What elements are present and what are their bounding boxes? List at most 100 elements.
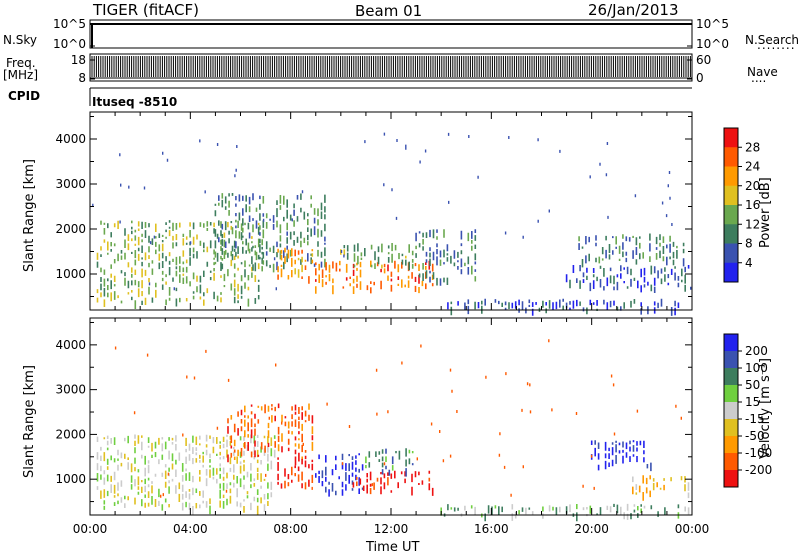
velocity-region-4-color-0 bbox=[352, 470, 434, 496]
power-region-1-color-0 bbox=[214, 193, 326, 271]
station-title: TIGER (fitACF) bbox=[93, 1, 200, 19]
power-colorbar-segment-6 bbox=[724, 243, 738, 264]
velocity-colorbar-segment-7 bbox=[724, 453, 738, 471]
velocity-region-5-color-0 bbox=[365, 449, 414, 471]
velocity-colorbar-label-6: 100 bbox=[745, 361, 768, 375]
nsky-label: N.Sky bbox=[3, 33, 38, 47]
nave-dots: .... bbox=[751, 71, 767, 85]
power-region-8-color-1 bbox=[569, 265, 686, 292]
x-tick-label-6: 00:00 bbox=[675, 522, 710, 536]
power-y-tick-label-3000: 3000 bbox=[55, 177, 86, 191]
power-region-0-color-0 bbox=[96, 220, 260, 307]
cpid-label: CPID bbox=[8, 89, 41, 103]
velocity-region-5-color-2 bbox=[381, 448, 414, 477]
velocity-region-1-color-2 bbox=[230, 403, 314, 460]
velocity-region-1-color-0 bbox=[227, 404, 310, 458]
power-colorbar-label-2: 12 bbox=[745, 217, 760, 231]
velocity-region-4-color-1 bbox=[356, 476, 431, 495]
power-colorbar-segment-0 bbox=[724, 128, 738, 148]
x-tick-label-4: 16:00 bbox=[474, 522, 509, 536]
x-tick-label-0: 00:00 bbox=[73, 522, 108, 536]
velocity-colorbar-label-4: 15 bbox=[745, 395, 760, 409]
velocity-panel-frame bbox=[89, 317, 693, 516]
power-region-4-color-1 bbox=[343, 243, 410, 271]
velocity-y-tick-label-1000: 1000 bbox=[55, 472, 86, 486]
velocity-colorbar-label-3: -15 bbox=[745, 412, 765, 426]
velocity-region-1-color-1 bbox=[227, 403, 314, 466]
nave-label: Nave bbox=[747, 65, 778, 79]
velocity-region-0-color-2 bbox=[100, 435, 273, 515]
velocity-region-8-color-1 bbox=[632, 475, 665, 501]
power-region-1-color-1 bbox=[214, 193, 326, 273]
power-colorbar-label-3: 16 bbox=[745, 198, 760, 212]
power-region-2-color-0 bbox=[277, 247, 314, 280]
power-region-8-color-2 bbox=[576, 265, 686, 293]
velocity-region-7-color-1 bbox=[594, 440, 652, 472]
velocity-region-2-color-0 bbox=[277, 457, 314, 489]
power-y-tick-label-1000: 1000 bbox=[55, 267, 86, 281]
x-tick-label-5: 20:00 bbox=[574, 522, 609, 536]
velocity-region-3-color-1 bbox=[321, 453, 364, 496]
velocity-colorbar-segment-4 bbox=[724, 402, 738, 420]
x-tick-label-3: 12:00 bbox=[374, 522, 409, 536]
velocity-colorbar-segment-0 bbox=[724, 334, 738, 352]
velocity-region-6-color-1 bbox=[443, 503, 680, 522]
power-colorbar-label-6: 28 bbox=[745, 140, 760, 154]
velocity-colorbar-label-0: -200 bbox=[745, 463, 772, 477]
velocity-region-0-color-1 bbox=[96, 435, 276, 515]
velocity-y-tick-label-3000: 3000 bbox=[55, 383, 86, 397]
power-region-2-color-1 bbox=[277, 249, 310, 284]
x-tick-label-1: 04:00 bbox=[173, 522, 208, 536]
freq-left-tick-bottom: 8 bbox=[78, 71, 86, 85]
x-tick-label-2: 08:00 bbox=[273, 522, 308, 536]
power-region-3-color-2 bbox=[315, 260, 434, 295]
velocity-region-0-color-0 bbox=[96, 434, 276, 515]
power-colorbar-segment-5 bbox=[724, 224, 738, 244]
nsky-panel-frame bbox=[89, 19, 693, 49]
power-region-2-color-2 bbox=[294, 253, 314, 278]
nave-right-tick-bottom: 0 bbox=[696, 71, 704, 85]
power-region-8-color-0 bbox=[565, 265, 690, 293]
power-colorbar-segment-2 bbox=[724, 166, 738, 187]
freq-label: Freq. bbox=[6, 56, 36, 70]
velocity-region-5-color-1 bbox=[368, 448, 411, 468]
nsky-right-tick-bottom: 10^0 bbox=[696, 37, 729, 51]
freq-panel-frame bbox=[89, 53, 693, 82]
velocity-colorbar-label-5: 50 bbox=[745, 378, 760, 392]
power-colorbar-label-4: 20 bbox=[745, 179, 760, 193]
freq-unit-label: [MHz] bbox=[3, 68, 39, 82]
power-region-5-color-1 bbox=[415, 229, 477, 282]
nsky-left-tick-bottom: 10^0 bbox=[53, 37, 86, 51]
power-colorbar-segment-7 bbox=[724, 262, 738, 283]
velocity-colorbar-label-1: -100 bbox=[745, 446, 772, 460]
power-region-0-color-1 bbox=[96, 220, 263, 307]
velocity-colorbar-label-2: -50 bbox=[745, 429, 765, 443]
power-colorbar-label-5: 24 bbox=[745, 160, 760, 174]
power-colorbar-label-0: 4 bbox=[745, 256, 753, 270]
power-region-7-color-0 bbox=[578, 234, 678, 264]
nsky-right-tick-top: 10^5 bbox=[696, 17, 729, 31]
power-region-5-color-2 bbox=[415, 229, 477, 286]
freq-left-tick-top: 18 bbox=[71, 53, 86, 67]
x-axis-label: Time UT bbox=[366, 540, 420, 555]
velocity-colorbar-segment-1 bbox=[724, 351, 738, 369]
velocity-region-2-color-1 bbox=[284, 466, 314, 490]
power-y-tick-label-4000: 4000 bbox=[55, 132, 86, 146]
nsky-left-tick-top: 10^5 bbox=[53, 17, 86, 31]
nave-right-tick-top: 60 bbox=[696, 53, 711, 67]
power-colorbar-segment-3 bbox=[724, 185, 738, 206]
velocity-colorbar-segment-8 bbox=[724, 470, 738, 488]
velocity-y-tick-label-4000: 4000 bbox=[55, 338, 86, 352]
power-y-tick-label-2000: 2000 bbox=[55, 222, 86, 236]
velocity-colorbar-segment-3 bbox=[724, 385, 738, 403]
velocity-colorbar-segment-5 bbox=[724, 419, 738, 437]
date-label: 26/Jan/2013 bbox=[588, 1, 679, 19]
power-region-7-color-1 bbox=[578, 235, 685, 267]
velocity-region-7-color-0 bbox=[590, 440, 645, 471]
power-region-4-color-0 bbox=[340, 249, 407, 269]
power-region-3-color-1 bbox=[315, 260, 431, 284]
freq-trace bbox=[91, 56, 691, 77]
power-colorbar-segment-1 bbox=[724, 147, 738, 167]
velocity-scatter-points bbox=[114, 339, 682, 498]
